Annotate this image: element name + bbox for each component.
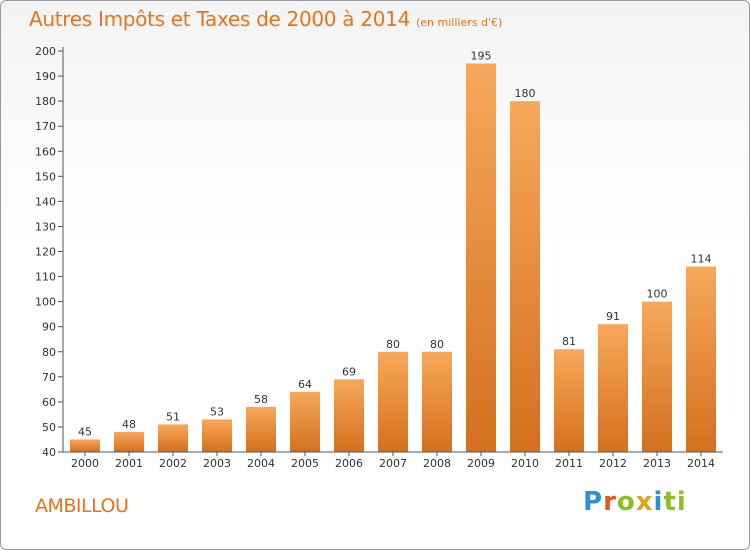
x-tick-label-2008: 2008 [423, 457, 451, 470]
data-label-2008: 80 [430, 338, 444, 351]
x-tick-label-2002: 2002 [159, 457, 187, 470]
x-tick-label-2003: 2003 [203, 457, 231, 470]
y-tick-label: 140 [35, 195, 56, 208]
y-tick-label: 160 [35, 145, 56, 158]
x-tick-label-2001: 2001 [115, 457, 143, 470]
y-tick-label: 110 [35, 271, 56, 284]
data-label-2009: 195 [471, 50, 492, 63]
chart-title-text: Autres Impôts et Taxes de 2000 à 2014 [29, 7, 410, 31]
y-tick-label: 70 [42, 371, 56, 384]
data-label-2000: 45 [78, 425, 92, 438]
y-tick-label: 80 [42, 346, 56, 359]
data-label-2010: 180 [515, 87, 536, 100]
y-tick-label: 90 [42, 321, 56, 334]
data-label-2003: 53 [210, 405, 224, 418]
proxiti-logo: Proxiti [583, 487, 687, 517]
data-label-2005: 64 [298, 378, 312, 391]
y-tick-label: 170 [35, 120, 56, 133]
x-tick-label-2006: 2006 [335, 457, 363, 470]
y-tick-label: 190 [35, 70, 56, 83]
bar-2000 [70, 439, 100, 452]
bars: 45 48 51 53 58 64 69 80 80 195 180 81 91 100 114 [70, 50, 716, 452]
x-tick-label-2013: 2013 [643, 457, 671, 470]
y-tick-label: 100 [35, 296, 56, 309]
bar-2001 [114, 431, 144, 452]
chart-title: Autres Impôts et Taxes de 2000 à 2014 (en… [29, 7, 502, 31]
bar-2002 [158, 424, 188, 452]
y-tick-label: 150 [35, 170, 56, 183]
y-tick-label: 60 [42, 396, 56, 409]
y-tick-label: 50 [42, 421, 56, 434]
data-label-2013: 100 [647, 288, 668, 301]
chart-subtitle: (en milliers d'€) [416, 16, 503, 29]
bar-2008 [422, 351, 452, 452]
x-tick-label-2010: 2010 [511, 457, 539, 470]
x-tick-label-2011: 2011 [555, 457, 583, 470]
data-label-2006: 69 [342, 365, 356, 378]
bar-2009 [466, 63, 496, 452]
x-tick-label-2007: 2007 [379, 457, 407, 470]
x-tick-label-2014: 2014 [687, 457, 715, 470]
x-tick-label-2009: 2009 [467, 457, 495, 470]
x-tick-label-2000: 2000 [71, 457, 99, 470]
data-label-2002: 51 [166, 410, 180, 423]
y-tick-label: 180 [35, 95, 56, 108]
bar-2007 [378, 351, 408, 452]
data-label-2014: 114 [691, 253, 712, 266]
x-tick-label-2005: 2005 [291, 457, 319, 470]
x-tick-label-2012: 2012 [599, 457, 627, 470]
bar-2003 [202, 419, 232, 452]
bar-2010 [510, 101, 540, 452]
y-tick-label: 200 [35, 45, 56, 58]
bar-2014 [686, 266, 716, 452]
commune-name: AMBILLOU [35, 495, 129, 517]
bar-2013 [642, 301, 672, 452]
bar-2006 [334, 379, 364, 452]
y-tick-label: 40 [42, 446, 56, 459]
data-label-2012: 91 [606, 310, 620, 323]
data-label-2011: 81 [562, 335, 576, 348]
x-tick-label-2004: 2004 [247, 457, 275, 470]
bar-2011 [554, 349, 584, 452]
data-label-2001: 48 [122, 418, 136, 431]
x-axis: 2000 2001 2002 2003 2004 2005 2006 2007 2008 2009… [63, 451, 723, 470]
y-axis: 40 50 60 70 80 90 100 110 120 130 140 150 160 170 180 1… [35, 45, 64, 459]
data-label-2004: 58 [254, 393, 268, 406]
bar-2012 [598, 324, 628, 452]
data-label-2007: 80 [386, 338, 400, 351]
bar-2005 [290, 391, 320, 452]
bar-2004 [246, 406, 276, 452]
y-tick-label: 120 [35, 246, 56, 259]
y-tick-label: 130 [35, 220, 56, 233]
